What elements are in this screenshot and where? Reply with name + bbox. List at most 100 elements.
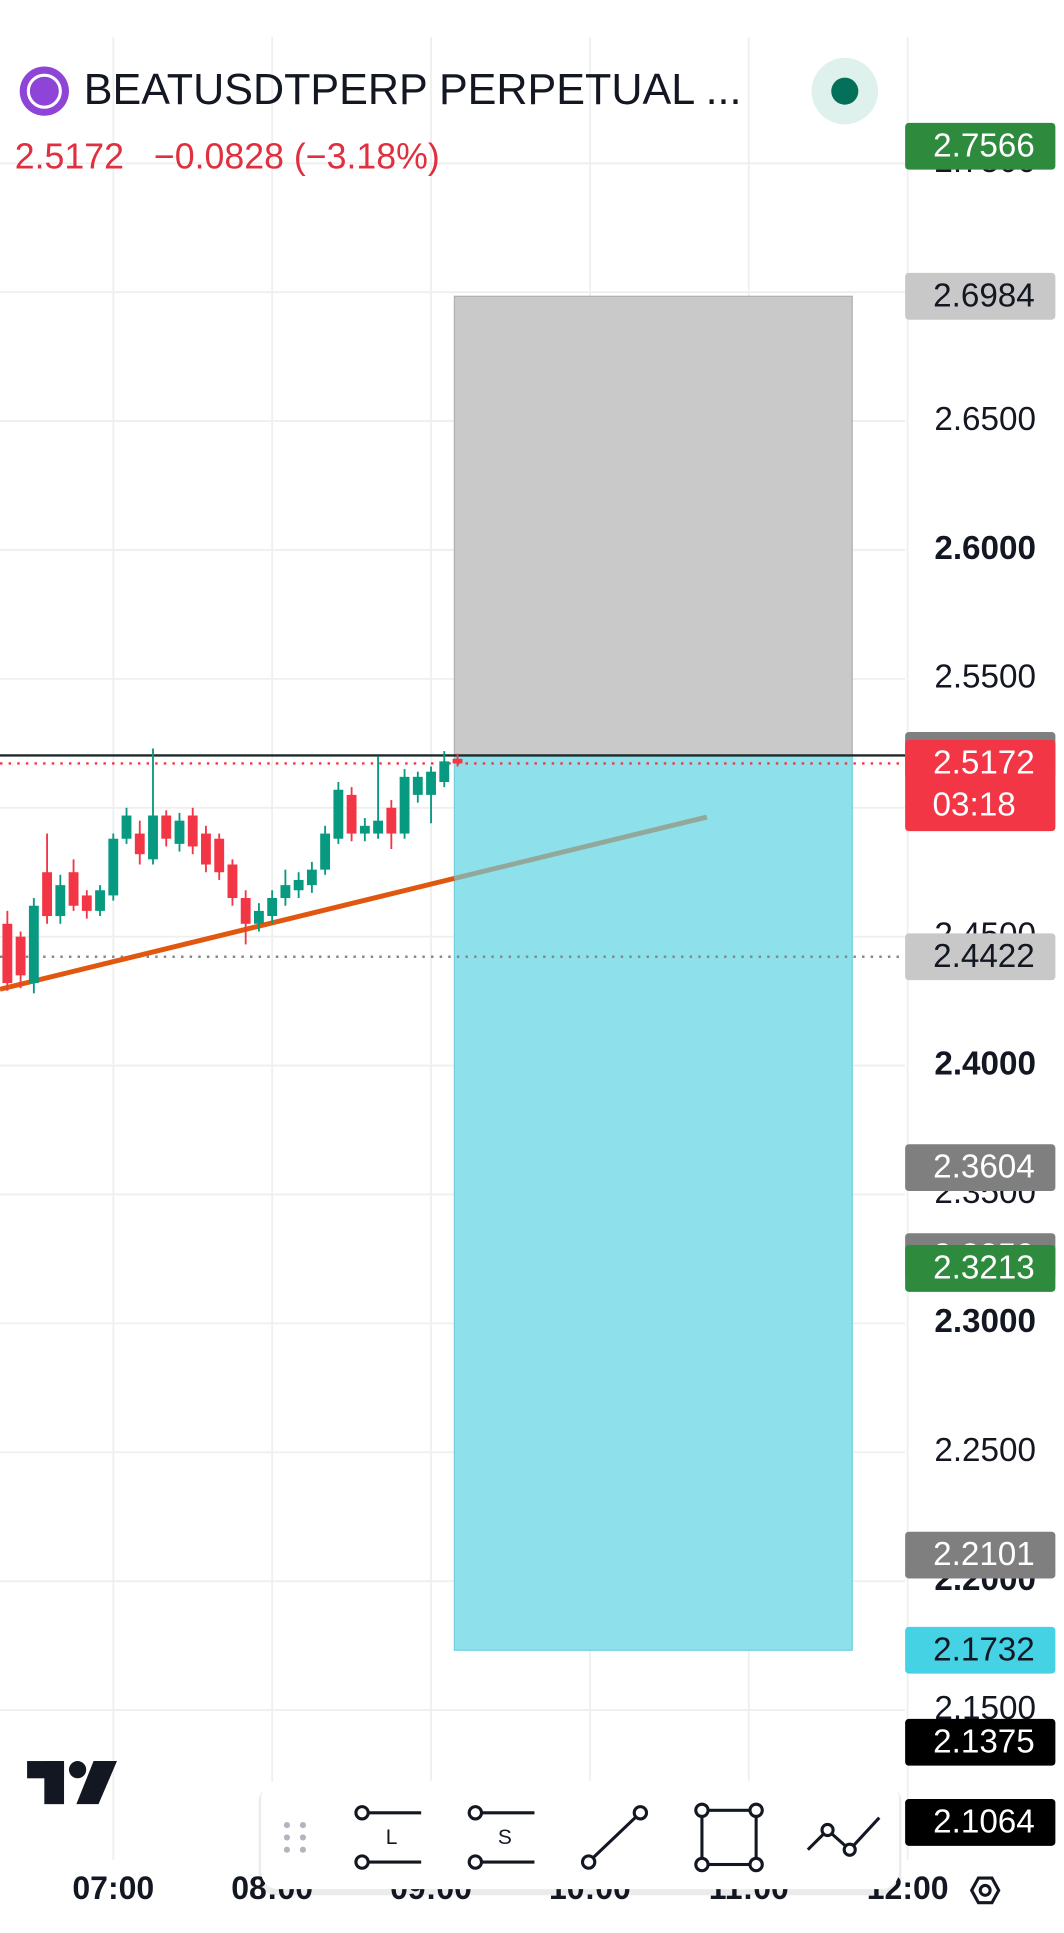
candle-body [373,820,384,834]
candle-body [95,890,105,911]
candle-body [412,776,423,795]
price-change: −0.0828 (−3.18%) [154,136,440,176]
candle-body [240,898,251,924]
position-loss-zone [453,754,853,1651]
price-badge [905,1626,1056,1674]
price-badge-label: 2.2101 [933,1536,1035,1573]
candle-body [254,910,264,924]
y-tick-label: 2.4000 [934,1045,1036,1082]
trend-tool-dot[interactable] [580,1854,597,1870]
countdown: 03:18 [932,786,1015,823]
y-tick-label: 2.6500 [934,401,1036,438]
x-tick-label: 07:00 [72,1870,154,1906]
price-badge [905,1245,1056,1292]
path-tool-dot[interactable] [842,1842,857,1857]
price-badge-label: 2.4422 [933,938,1035,975]
trend-line [453,814,708,881]
header: BEATUSDTPERP PERPETUAL ... 2.5172 −0.082… [15,57,879,176]
path-tool-icon[interactable] [806,1816,881,1852]
y-tick-label: 2.2500 [934,1432,1036,1469]
tool-icon-dot[interactable] [354,1805,370,1821]
price-badge [905,1144,1056,1192]
candle-body [333,789,344,839]
drag-handle-dot[interactable] [299,1846,307,1853]
price-badge-label: 2.1375 [933,1723,1035,1760]
price-badge-label: 2.7566 [933,127,1035,164]
y-tick-label: 2.5500 [934,659,1036,696]
price-badge [905,1718,1056,1766]
trend-tool-dot[interactable] [632,1805,649,1821]
tv-logo [27,1761,117,1805]
candle-body [399,776,410,834]
logo-part [68,1761,87,1779]
tool-icon-letter[interactable]: S [498,1826,512,1849]
symbol-logo-ring [26,73,62,109]
plot-area [0,295,906,1651]
status-dot[interactable] [831,77,859,105]
rect-tool-icon[interactable] [700,1808,758,1867]
price-badge-label: 2.3604 [933,1149,1035,1186]
candle-body [108,838,119,896]
last-price: 2.5172 [15,136,124,176]
rect-tool-dot[interactable] [694,1802,710,1819]
candle-body [452,758,463,764]
candle-body [148,815,158,860]
position-profit-zone [453,295,853,757]
candle-body [42,872,53,917]
candle-body [346,794,357,834]
candle-body [306,869,317,886]
drag-handle-dot[interactable] [283,1846,291,1853]
price-badge [905,1531,1056,1579]
candle-body [55,885,66,917]
tool-icon-letter[interactable]: L [386,1826,398,1849]
candle-body [280,885,291,899]
candle-body [293,879,304,891]
logo-part [44,1761,65,1805]
candle-body [214,838,225,873]
price-badge [905,122,1056,170]
y-tick-label: 2.3000 [934,1303,1036,1340]
settings-icon[interactable] [969,1876,1001,1905]
price-badge-label: 2.1064 [933,1803,1035,1840]
candle-body [68,872,79,906]
candle-body [201,833,211,865]
candle-body [121,815,132,839]
candle-body [426,771,436,795]
rect-tool-dot[interactable] [748,1802,764,1819]
candle-body [15,936,26,976]
y-tick-label: 2.6000 [934,530,1036,567]
symbol-title: BEATUSDTPERP PERPETUAL ... [84,66,742,114]
candle-body [187,815,198,847]
candle-body [174,820,185,844]
price-badge [905,740,1056,832]
price-badge-label: 2.1732 [933,1631,1035,1668]
trend-tool-icon[interactable] [587,1811,642,1864]
path-tool-dot[interactable] [820,1822,835,1838]
drag-handle-dot[interactable] [283,1822,291,1829]
drag-handle-dot[interactable] [283,1834,291,1841]
trend-line [0,876,455,992]
rect-tool-dot[interactable] [694,1856,710,1873]
toolbar [261,1780,899,1890]
drag-handle-dot[interactable] [299,1822,307,1829]
tool-icon-dot[interactable] [467,1854,484,1870]
candle-body [161,815,172,839]
candle-body [81,895,92,911]
rect-tool-dot[interactable] [748,1856,764,1873]
candle-body [28,905,39,984]
candle-body [386,807,397,834]
candle-body [359,825,370,834]
tool-icon-dot[interactable] [467,1805,484,1821]
settings-icon-center[interactable] [978,1883,992,1897]
tool-icon-dot[interactable] [354,1854,370,1870]
price-badge [905,1799,1056,1846]
candle-body [320,833,331,870]
price-badges: 2.75662.69842.52032.44222.36042.32592.32… [905,122,1056,1846]
logo-part [76,1761,117,1805]
drag-handle-dot[interactable] [299,1834,307,1841]
candle-body [2,923,13,984]
price-badge [905,272,1056,320]
